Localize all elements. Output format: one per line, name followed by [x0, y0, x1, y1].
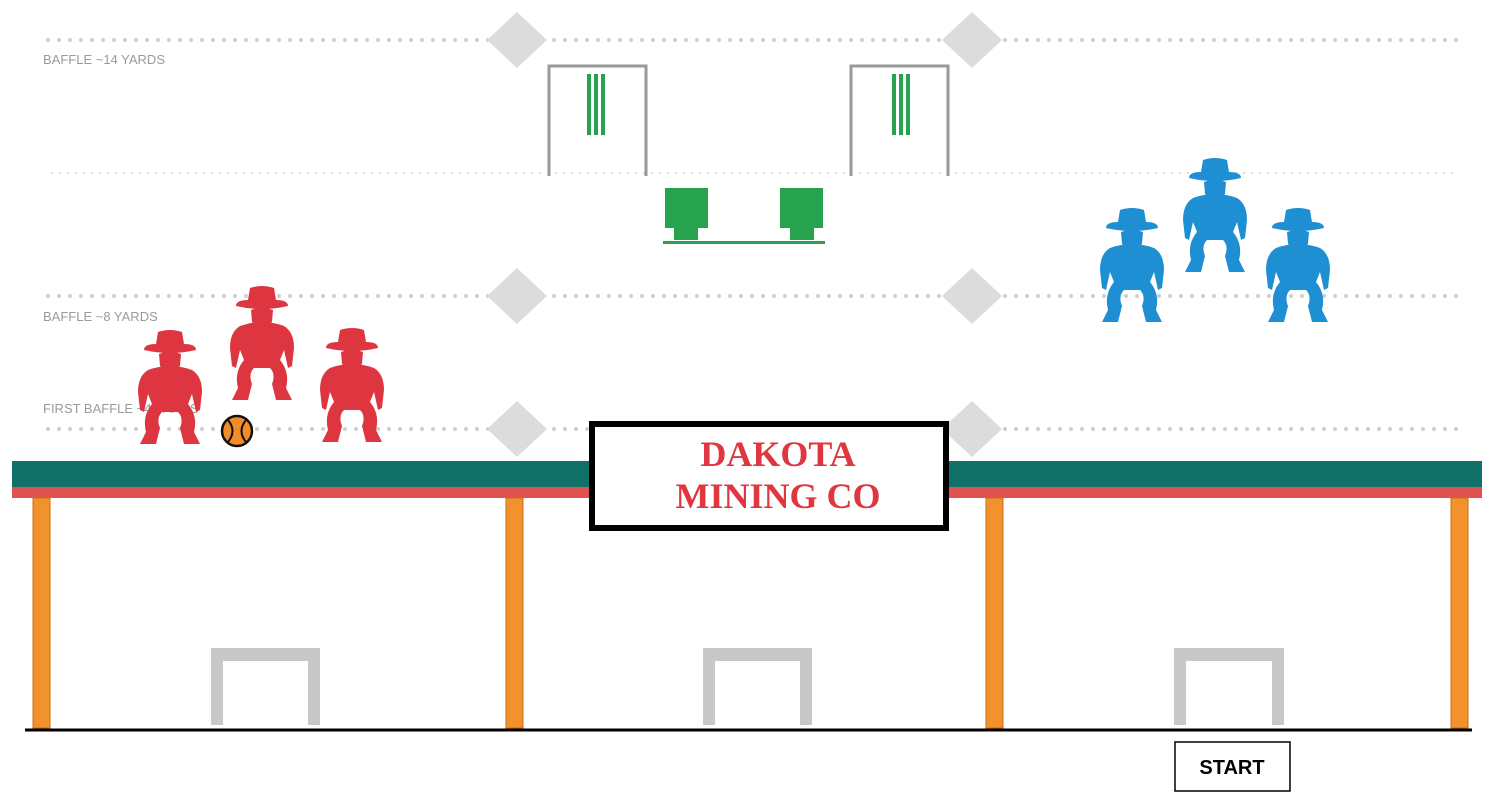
sign: DAKOTA MINING CO: [589, 421, 949, 531]
red-team: [138, 286, 384, 444]
green-bars: [587, 74, 910, 135]
sign-line: MINING CO: [676, 476, 881, 516]
doors: [547, 64, 950, 176]
dotted-lines: [46, 38, 1464, 431]
sign-line: DAKOTA: [700, 434, 855, 474]
ball: [220, 414, 254, 448]
start-label[interactable]: START: [1199, 757, 1264, 779]
tables: [211, 648, 1284, 725]
baffle-label: BAFFLE ~8 YARDS: [43, 309, 158, 324]
start-button[interactable]: START: [1174, 741, 1291, 792]
posts: [32, 497, 1469, 729]
diamonds: [487, 12, 1002, 457]
green-targets: [663, 188, 825, 244]
baffle-label: BAFFLE ~14 YARDS: [43, 52, 165, 67]
